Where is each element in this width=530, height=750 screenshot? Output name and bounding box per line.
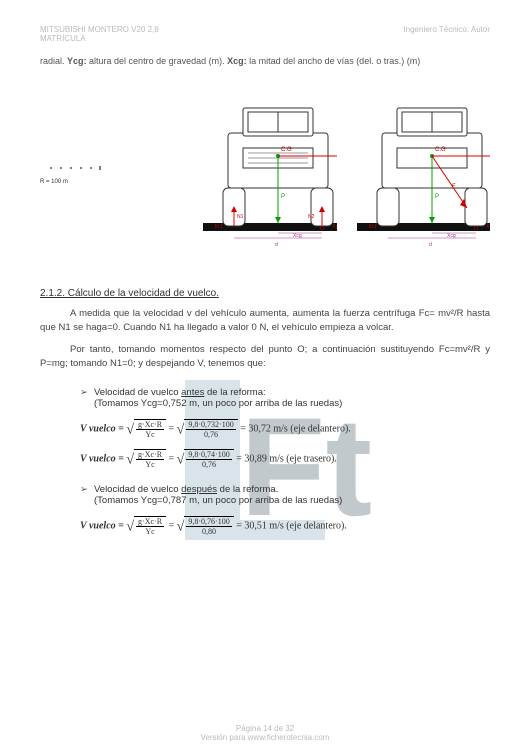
radius-arc: R = 100 m	[40, 78, 183, 258]
header-left-line2: MATRÍCULA	[40, 34, 159, 43]
f-lhs3: V vuelco =	[80, 520, 126, 531]
intro-text: radial. Ycg: altura del centro de graved…	[40, 55, 490, 68]
bullet-before-under: antes	[181, 387, 204, 398]
f3-den: 0,80	[186, 527, 231, 536]
svg-text:Fr1: Fr1	[369, 224, 377, 230]
footer-version: Versión para www.ficherotecnia.com	[0, 733, 530, 742]
bullet-before-tail: de la reforma:	[204, 387, 265, 398]
vehicle-front-view: C.G Fc P N1 N2 Fr1 Fr2 d Xcg O	[193, 78, 336, 258]
f-gen-den3: Yc	[136, 527, 164, 536]
svg-text:N2: N2	[308, 214, 315, 220]
bullet-after-note: (Tomamos Ycg=0,787 m, un poco por arriba…	[94, 495, 342, 506]
svg-text:Fr2: Fr2	[333, 224, 336, 230]
svg-text:Fr2: Fr2	[487, 224, 490, 230]
vehicle-diagram: R = 100 m C.G Fc	[40, 78, 490, 258]
f-lhs: V vuelco =	[80, 423, 126, 434]
svg-text:Fr1: Fr1	[215, 224, 223, 230]
para1: A medida que la velocidad v del vehículo…	[40, 307, 490, 336]
header-right: Ingeniero Técnico: Autor	[403, 25, 490, 43]
f2-result: = 30,89 m/s (eje trasero).	[236, 453, 337, 464]
ycg-label: Ycg:	[67, 56, 87, 66]
f1-den: 0,76	[186, 430, 235, 439]
bullet-after: ➢Velocidad de vuelco después de la refor…	[80, 484, 490, 506]
f-gen-num3: g·Xc·R	[136, 517, 164, 527]
formula-1: V vuelco = √g·Xc·RYc = √9,8·0,732·1000,7…	[80, 419, 490, 439]
f3-result: = 30,51 m/s (eje delantero).	[236, 520, 347, 531]
f2-den: 0,76	[186, 460, 231, 469]
svg-text:N1: N1	[237, 214, 244, 220]
ycg-text: altura del centro de gravedad (m).	[87, 56, 228, 66]
f-lhs2: V vuelco =	[80, 453, 126, 464]
xcg-label: Xcg:	[227, 56, 247, 66]
svg-text:P: P	[281, 194, 285, 200]
svg-text:O: O	[320, 226, 324, 232]
f1-result: = 30,72 m/s (eje delantero).	[240, 423, 351, 434]
svg-text:C.G: C.G	[435, 147, 446, 153]
svg-text:F: F	[452, 184, 456, 190]
svg-text:Xcg: Xcg	[293, 233, 302, 239]
page-footer: Página 14 de 32 Versión para www.fichero…	[0, 724, 530, 742]
svg-text:d: d	[275, 242, 278, 248]
f2-num: 9,8·0,74·100	[186, 450, 231, 460]
bullet-before-note: (Tomamos Ycg=0,752 m, un poco por arriba…	[94, 398, 342, 409]
formula-3: V vuelco = √g·Xc·RYc = √9,8·0,76·1000,80…	[80, 516, 490, 536]
svg-text:P: P	[435, 194, 439, 200]
bullet-before: ➢Velocidad de vuelco antes de la reforma…	[80, 387, 490, 409]
f-gen-den: Yc	[136, 430, 164, 439]
svg-text:R = 100 m: R = 100 m	[40, 179, 68, 185]
svg-text:d: d	[429, 242, 432, 248]
footer-page: Página 14 de 32	[0, 724, 530, 733]
formula-2: V vuelco = √g·Xc·RYc = √9,8·0,74·1000,76…	[80, 449, 490, 469]
header-left-line1: MITSUBISHI MONTERO V20 2,8	[40, 25, 159, 34]
svg-text:Xcg: Xcg	[447, 233, 456, 239]
f-gen-num: g·Xc·R	[136, 420, 164, 430]
bullet-before-title: Velocidad de vuelco	[94, 387, 181, 398]
bullet-after-tail: de la reforma.	[217, 484, 278, 495]
page-header: MITSUBISHI MONTERO V20 2,8 MATRÍCULA Ing…	[40, 25, 490, 43]
f1-num: 9,8·0,732·100	[186, 420, 235, 430]
f-gen-num2: g·Xc·R	[136, 450, 164, 460]
xcg-text: la mitad del ancho de vías (del. o tras.…	[247, 56, 421, 66]
bullet-after-title: Velocidad de vuelco	[94, 484, 181, 495]
f-gen-den2: Yc	[136, 460, 164, 469]
section-title: 2.1.2. Cálculo de la velocidad de vuelco…	[40, 288, 490, 299]
svg-text:O: O	[474, 226, 478, 232]
bullet-after-under: después	[181, 484, 217, 495]
svg-text:C.G: C.G	[281, 147, 292, 153]
para2: Por tanto, tomando momentos respecto del…	[40, 343, 490, 372]
intro-prefix: radial.	[40, 56, 67, 66]
f3-num: 9,8·0,76·100	[186, 517, 231, 527]
vehicle-front-view-2: C.G Fc P F Fr1 Fr2 d Xcg O	[347, 78, 490, 258]
